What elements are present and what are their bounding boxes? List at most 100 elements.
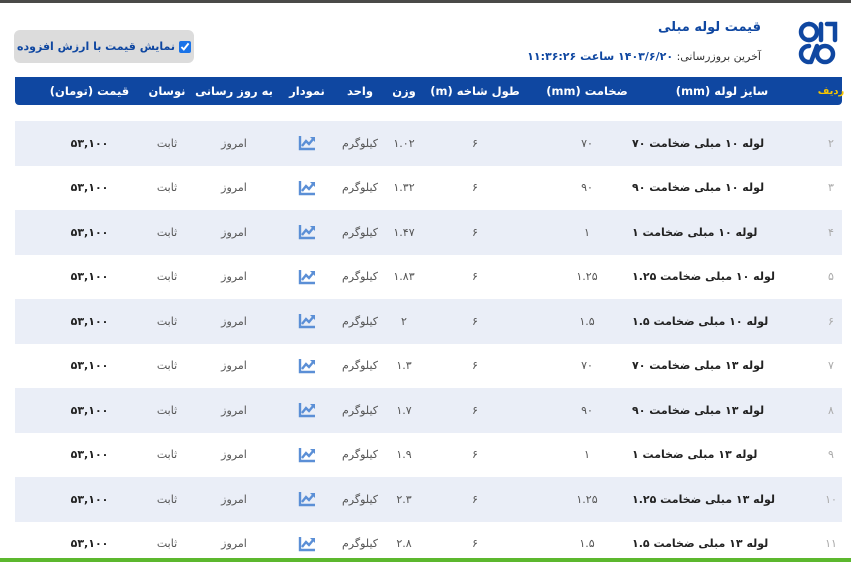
unit-value: کیلوگرم (340, 388, 380, 433)
chart-button[interactable] (282, 255, 332, 300)
col-fluctuation[interactable]: نوسان (142, 77, 192, 105)
last-updated-value: ۱۴۰۳/۶/۲۰ ساعت ۱۱:۳۶:۲۶ (527, 50, 673, 63)
chart-line-icon[interactable] (298, 180, 316, 196)
chart-button[interactable] (282, 210, 332, 255)
weight-value: ۲ (386, 299, 422, 344)
pipe-name: لوله ۱۰ مبلی ضخامت ۱.۵ (632, 299, 792, 344)
row-index: ۷ (820, 344, 842, 389)
updated-value: امروز (194, 255, 274, 300)
thickness-value: ۱.۲۵ (532, 255, 642, 300)
thickness-value: ۱.۵ (532, 299, 642, 344)
unit-value: کیلوگرم (340, 299, 380, 344)
table-header: ردیف سایز لوله (mm) ضخامت (mm) طول شاخه … (15, 77, 842, 105)
chart-button[interactable] (282, 388, 332, 433)
length-value: ۶ (420, 388, 530, 433)
chart-line-icon[interactable] (298, 358, 316, 374)
fluctuation-value: ثابت (142, 121, 192, 166)
updated-value: امروز (194, 166, 274, 211)
weight-value: ۱.۴۷ (386, 210, 422, 255)
weight-value: ۱.۳۲ (386, 166, 422, 211)
updated-value: امروز (194, 210, 274, 255)
chart-button[interactable] (282, 344, 332, 389)
price-value: ۵۳,۱۰۰ (42, 344, 137, 389)
updated-value: امروز (194, 344, 274, 389)
chart-line-icon[interactable] (298, 402, 316, 418)
thickness-value: ۹۰ (532, 388, 642, 433)
thickness-value: ۱ (532, 433, 642, 478)
updated-value: امروز (194, 477, 274, 522)
row-index: ۴ (820, 210, 842, 255)
fluctuation-value: ثابت (142, 255, 192, 300)
row-index: ۲ (820, 121, 842, 166)
chart-line-icon[interactable] (298, 224, 316, 240)
col-thickness[interactable]: ضخامت (mm) (532, 77, 642, 105)
fluctuation-value: ثابت (142, 388, 192, 433)
unit-value: کیلوگرم (340, 166, 380, 211)
company-logo (795, 18, 841, 66)
weight-value: ۱.۹ (386, 433, 422, 478)
bottom-border (0, 558, 851, 562)
last-updated: آخرین بروزرسانی: ۱۴۰۳/۶/۲۰ ساعت ۱۱:۳۶:۲۶ (527, 50, 761, 63)
price-value: ۵۳,۱۰۰ (42, 121, 137, 166)
chart-button[interactable] (282, 166, 332, 211)
pipe-name: لوله ۱۰ مبلی ضخامت ۷۰ (632, 121, 792, 166)
col-index: ردیف (820, 77, 842, 105)
price-value: ۵۳,۱۰۰ (42, 477, 137, 522)
col-updated[interactable]: به روز رسانی (194, 77, 274, 105)
weight-value: ۱.۳ (386, 344, 422, 389)
updated-value: امروز (194, 299, 274, 344)
fluctuation-value: ثابت (142, 433, 192, 478)
chart-line-icon[interactable] (298, 269, 316, 285)
top-border (0, 0, 851, 3)
col-size[interactable]: سایز لوله (mm) (662, 77, 782, 105)
length-value: ۶ (420, 121, 530, 166)
pipe-name: لوله ۱۳ مبلی ضخامت ۷۰ (632, 344, 792, 389)
fluctuation-value: ثابت (142, 299, 192, 344)
weight-value: ۱.۰۲ (386, 121, 422, 166)
chart-button[interactable] (282, 299, 332, 344)
unit-value: کیلوگرم (340, 344, 380, 389)
weight-value: ۱.۸۳ (386, 255, 422, 300)
fluctuation-value: ثابت (142, 210, 192, 255)
unit-value: کیلوگرم (340, 255, 380, 300)
col-length[interactable]: طول شاخه (m) (420, 77, 530, 105)
pipe-name: لوله ۱۰ مبلی ضخامت ۱ (632, 210, 792, 255)
vat-checkbox[interactable] (179, 41, 191, 53)
length-value: ۶ (420, 166, 530, 211)
chart-line-icon[interactable] (298, 447, 316, 463)
chart-line-icon[interactable] (298, 536, 316, 552)
col-weight[interactable]: وزن (386, 77, 422, 105)
col-price[interactable]: قیمت (تومان) (42, 77, 137, 105)
fluctuation-value: ثابت (142, 477, 192, 522)
chart-line-icon[interactable] (298, 135, 316, 151)
weight-value: ۱.۷ (386, 388, 422, 433)
row-index: ۳ (820, 166, 842, 211)
chart-line-icon[interactable] (298, 491, 316, 507)
updated-value: امروز (194, 433, 274, 478)
col-chart: نمودار (282, 77, 332, 105)
thickness-value: ۱ (532, 210, 642, 255)
length-value: ۶ (420, 299, 530, 344)
page-title: قیمت لوله مبلی (658, 20, 761, 35)
chart-button[interactable] (282, 477, 332, 522)
chart-line-icon[interactable] (298, 313, 316, 329)
pipe-name: لوله ۱۳ مبلی ضخامت ۱ (632, 433, 792, 478)
price-value: ۵۳,۱۰۰ (42, 433, 137, 478)
row-index: ۸ (820, 388, 842, 433)
chart-button[interactable] (282, 121, 332, 166)
last-updated-label: آخرین بروزرسانی: (677, 50, 761, 63)
thickness-value: ۱.۲۵ (532, 477, 642, 522)
unit-value: کیلوگرم (340, 210, 380, 255)
length-value: ۶ (420, 210, 530, 255)
price-value: ۵۳,۱۰۰ (42, 255, 137, 300)
col-unit: واحد (340, 77, 380, 105)
vat-toggle[interactable]: نمایش قیمت با ارزش افزوده (14, 30, 194, 63)
chart-button[interactable] (282, 433, 332, 478)
